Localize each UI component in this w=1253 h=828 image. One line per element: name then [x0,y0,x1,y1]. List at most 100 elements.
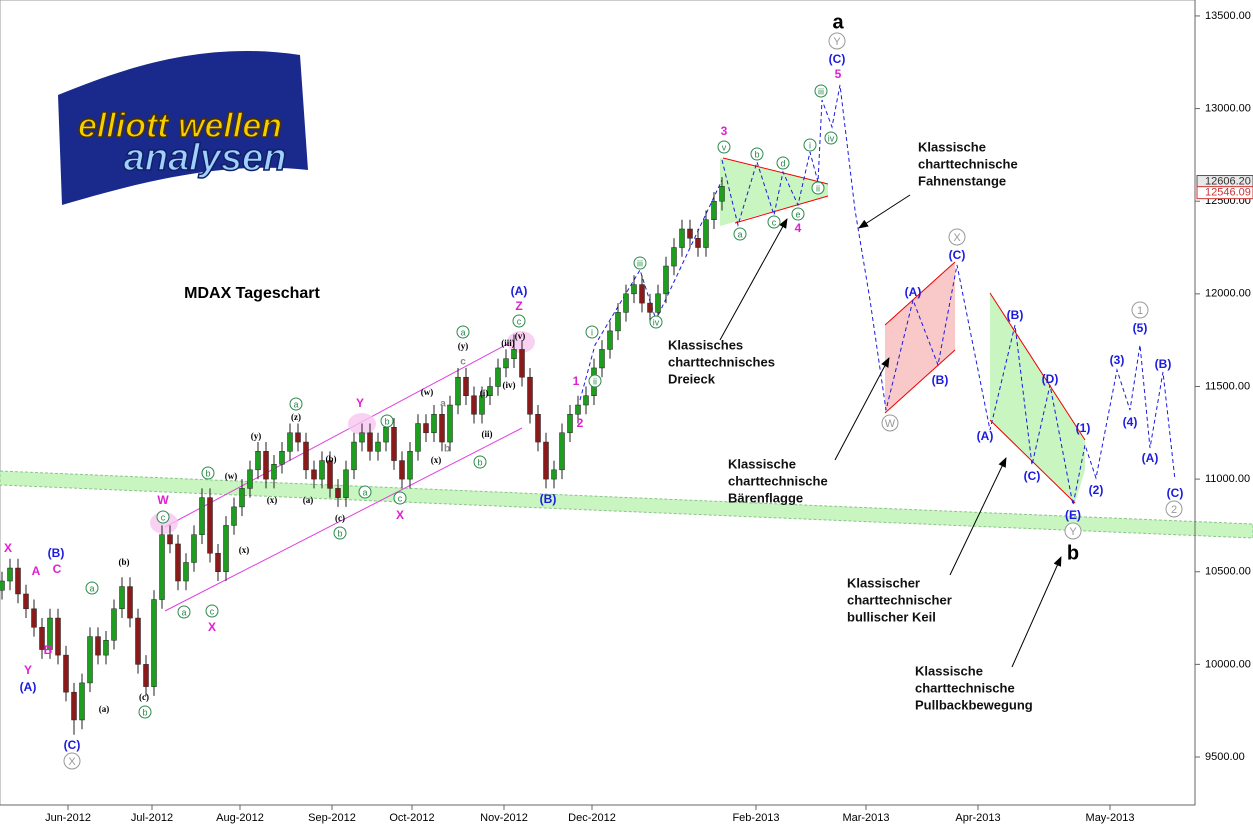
wave-ring [473,455,487,469]
wave-label: a [737,229,742,239]
wave-label: (C) [949,248,966,262]
annotation: Klassisches [668,337,743,352]
wave-label: 2 [1171,504,1177,516]
y-tick-label: 12000.00 [1205,288,1251,300]
candle-body [31,608,37,628]
wave-label: (z) [291,412,301,422]
candle-body [431,414,437,434]
triangle-line [734,195,829,224]
logo-flag [58,50,308,205]
wave-label: B [44,643,53,657]
candle-body [479,395,485,415]
wave-label: c [398,493,403,503]
candle-body [391,426,397,461]
wave-label: (i) [480,388,489,398]
wave-ring [177,605,191,619]
arrow [719,218,788,341]
wave-label: b [754,149,759,159]
wave-ring [717,140,731,154]
logo-line1: elliott wellen [78,107,282,145]
y-tick-label: 11500.00 [1205,380,1250,392]
candle-body [647,302,653,313]
x-tick-label: Dec-2012 [568,812,616,824]
wave-path [579,179,723,401]
annotation: Dreieck [668,371,716,386]
wave-label: Y [356,396,364,410]
candle-body [15,567,21,595]
x-tick-label: Apr-2013 [955,812,1000,824]
annotation: Klassische [728,456,796,471]
wave-label: a [181,607,186,617]
wave-label: c [460,357,466,368]
candle-body [503,358,509,369]
candle-body [103,640,109,656]
candle-body [239,488,245,508]
annotation: bullischer Keil [847,609,936,624]
wave-ring [649,315,663,329]
candle-body [695,238,701,248]
wave-label: (A) [905,285,922,299]
candle-body [487,386,493,396]
wave-label: iii [818,86,824,96]
wave-label: X [953,232,961,244]
wave-label: c [161,512,166,522]
candle-body [447,404,453,443]
x-tick-label: Aug-2012 [216,812,264,824]
wave-ring [205,604,219,618]
candle-body [463,376,469,396]
wave-label: (x) [267,495,278,505]
candle-body [639,284,645,304]
candle-body [335,488,341,498]
wave-label: (D) [1042,372,1059,386]
wave-ring [393,491,407,505]
candle-body [575,404,581,415]
x-tick-label: Jul-2012 [131,812,173,824]
wave-label: X [68,756,76,768]
candle-body [231,506,237,526]
annotation: Klassischer [847,575,920,590]
wave-label: iv [828,133,835,143]
wave-label: X [396,508,404,522]
wave-label: A [32,564,41,578]
wave-ring [380,414,394,428]
wedge [990,293,1085,503]
wave-label: b [337,528,342,538]
wave-ring [63,752,81,770]
wave-ring [881,414,899,432]
wave-label: (5) [1133,321,1148,335]
candle-body [295,432,301,443]
arrow [1011,556,1062,668]
wave-label: 4 [795,221,802,235]
wave-label: (b) [326,454,337,464]
arrow [949,457,1007,576]
channel-line [164,339,516,528]
wave-label: (1) [1076,421,1091,435]
flag-line [884,349,956,414]
candle-body [559,432,565,471]
wedge-line [989,292,1086,441]
wave-ring [138,705,152,719]
wave-label: (y) [251,431,262,441]
wave-label: (a) [99,704,110,714]
candle-body [199,497,205,535]
flag [885,262,955,413]
wave-path [721,84,1176,506]
candle-body [455,376,461,406]
y-tick-label: 11000.00 [1205,473,1250,485]
x-tick-label: Nov-2012 [480,812,528,824]
wave-label: a [293,399,298,409]
annotation: charttechnische [728,473,828,488]
candle-body [527,376,533,415]
candle-body [287,432,293,452]
wave-label: (C) [829,52,846,66]
candle-body [327,460,333,489]
wave-label: c [210,606,215,616]
candle-body [415,423,421,452]
wave-ring [750,147,764,161]
annotation: charttechnische [915,680,1015,695]
arrow [834,357,890,461]
wave-ring [824,131,838,145]
wave-label: (3) [1110,353,1125,367]
candle-body [399,460,405,480]
